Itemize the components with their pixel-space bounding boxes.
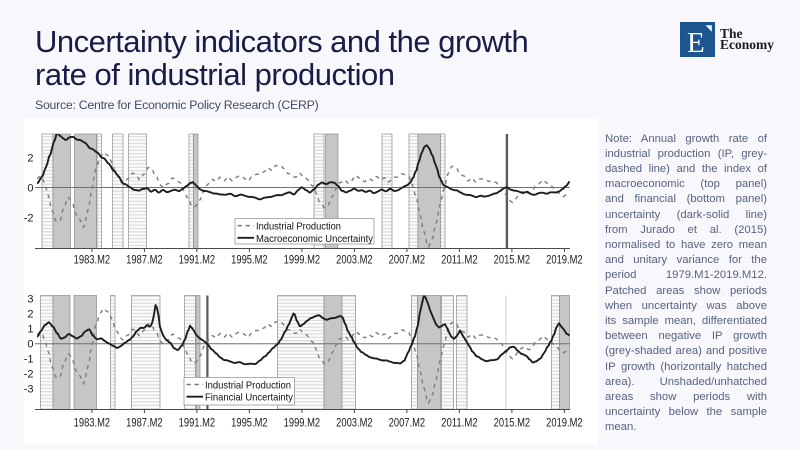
svg-text:2015.M2: 2015.M2 [494, 255, 531, 267]
svg-text:2015.M2: 2015.M2 [494, 418, 531, 430]
svg-text:2: 2 [27, 309, 33, 321]
svg-text:2019.M2: 2019.M2 [546, 418, 583, 430]
svg-text:2003.M2: 2003.M2 [336, 418, 373, 430]
svg-text:-2: -2 [24, 369, 34, 381]
svg-text:2011.M2: 2011.M2 [441, 255, 478, 267]
svg-text:2: 2 [27, 152, 33, 164]
svg-text:Macroeconomic Uncertainty: Macroeconomic Uncertainty [256, 233, 374, 245]
svg-text:-1: -1 [24, 354, 34, 366]
svg-text:Industrial Production: Industrial Production [256, 220, 341, 232]
svg-text:-3: -3 [24, 384, 34, 396]
svg-text:1983.M2: 1983.M2 [74, 418, 111, 430]
svg-text:1983.M2: 1983.M2 [74, 255, 111, 267]
svg-text:-2: -2 [24, 212, 34, 224]
svg-text:1987.M2: 1987.M2 [126, 418, 163, 430]
svg-text:2003.M2: 2003.M2 [336, 255, 373, 267]
svg-text:1: 1 [27, 324, 33, 336]
svg-text:1995.M2: 1995.M2 [231, 418, 268, 430]
svg-text:2019.M2: 2019.M2 [546, 255, 583, 267]
svg-text:Industrial Production: Industrial Production [205, 379, 291, 391]
svg-text:1999.M2: 1999.M2 [284, 255, 321, 267]
svg-text:1995.M2: 1995.M2 [231, 255, 268, 267]
svg-text:2007.M2: 2007.M2 [389, 418, 426, 430]
svg-text:1991.M2: 1991.M2 [179, 255, 216, 267]
svg-text:0: 0 [27, 182, 33, 194]
svg-text:1999.M2: 1999.M2 [284, 418, 321, 430]
svg-text:1987.M2: 1987.M2 [126, 255, 163, 267]
svg-text:1991.M2: 1991.M2 [179, 418, 216, 430]
svg-text:E: E [687, 27, 705, 59]
svg-text:0: 0 [27, 339, 33, 351]
svg-text:Financial Uncertainty: Financial Uncertainty [205, 392, 294, 404]
svg-text:3: 3 [27, 294, 33, 306]
svg-text:2011.M2: 2011.M2 [441, 418, 478, 430]
svg-text:2007.M2: 2007.M2 [389, 255, 426, 267]
